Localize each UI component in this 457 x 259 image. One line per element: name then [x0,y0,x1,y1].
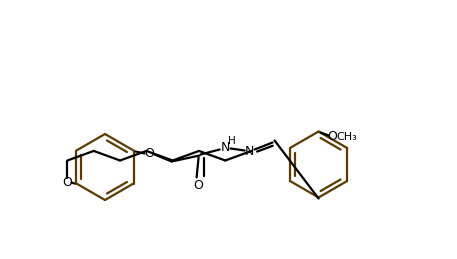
Text: O: O [63,176,72,189]
Text: H: H [228,135,235,146]
Text: N: N [245,145,254,158]
Text: O: O [145,147,154,160]
Text: O: O [328,130,338,143]
Text: O: O [194,179,203,192]
Text: N: N [221,141,230,154]
Text: CH₃: CH₃ [336,132,357,141]
